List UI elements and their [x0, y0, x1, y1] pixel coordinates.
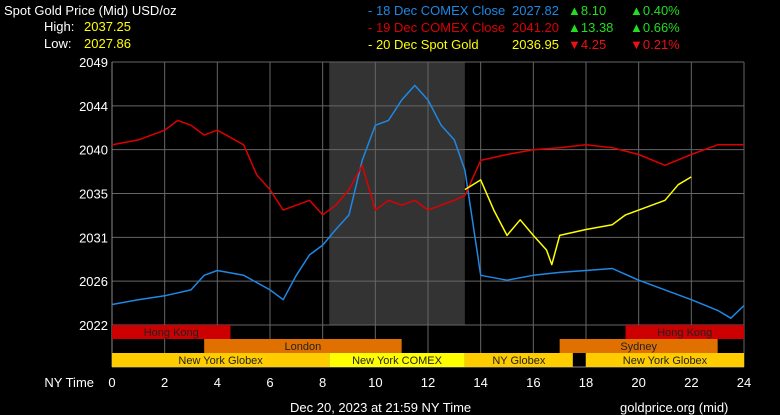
legend-price: 2027.82 — [512, 3, 559, 18]
x-tick-label: 2 — [161, 375, 168, 390]
x-tick-label: 4 — [214, 375, 221, 390]
x-tick-label: 12 — [421, 375, 435, 390]
session-bar — [559, 339, 718, 353]
legend-name: - 18 Dec COMEX Close — [368, 3, 506, 18]
y-tick-label: 2040 — [79, 143, 108, 158]
session-bar — [329, 353, 465, 367]
x-tick-label: 16 — [526, 375, 540, 390]
legend-price: 2041.20 — [512, 20, 559, 35]
x-tick-label: 20 — [631, 375, 645, 390]
session-bar — [464, 353, 573, 367]
x-tick-label: 22 — [684, 375, 698, 390]
footer-timestamp: Dec 20, 2023 at 21:59 NY Time — [290, 400, 472, 415]
y-tick-label: 2044 — [79, 99, 108, 114]
session-label: London — [285, 341, 322, 353]
session-label: New York COMEX — [352, 355, 443, 367]
y-tick-label: 2035 — [79, 187, 108, 202]
legend-name: - 20 Dec Spot Gold — [368, 37, 479, 52]
series-line — [111, 84, 745, 319]
session-label: NY Globex — [492, 355, 545, 367]
series-line — [111, 119, 744, 216]
legend-price: 2036.95 — [512, 37, 559, 52]
low-label: Low: — [44, 36, 72, 51]
x-tick-label: 6 — [266, 375, 273, 390]
low-value: 2027.86 — [84, 36, 131, 51]
high-value: 2037.25 — [84, 19, 131, 34]
x-tick-label: 24 — [737, 375, 751, 390]
legend-change: ▲8.10 — [568, 3, 607, 18]
x-tick-label: 10 — [368, 375, 382, 390]
session-label: New York Globex — [623, 355, 708, 367]
session-label: Sydney — [620, 341, 657, 353]
session-label: Hong Kong — [144, 327, 199, 339]
legend-change: ▼4.25 — [568, 37, 607, 52]
footer-source: goldprice.org (mid) — [620, 400, 729, 415]
session-bar — [586, 353, 744, 367]
x-tick-label: 0 — [108, 375, 115, 390]
chart-title: Spot Gold Price (Mid) USD/oz — [4, 3, 177, 18]
y-tick-label: 2031 — [79, 230, 108, 245]
session-label: Hong Kong — [657, 327, 712, 339]
legend-name: - 19 Dec COMEX Close — [368, 20, 506, 35]
series-line — [464, 176, 692, 266]
legend-change: ▲13.38 — [568, 20, 614, 35]
y-tick-label: 2049 — [79, 55, 108, 70]
legend-pct: ▲0.66% — [630, 20, 680, 35]
x-tick-label: 8 — [319, 375, 326, 390]
x-tick-label: 18 — [579, 375, 593, 390]
x-tick-label: 14 — [473, 375, 487, 390]
session-bar — [112, 353, 330, 367]
session-label: New York Globex — [178, 355, 263, 367]
session-bar — [112, 325, 231, 339]
y-tick-label: 2026 — [79, 274, 108, 289]
session-bar — [625, 325, 744, 339]
x-axis-label: NY Time — [44, 375, 94, 390]
session-bar — [204, 339, 402, 353]
y-tick-label: 2022 — [79, 318, 108, 333]
legend-pct: ▲0.40% — [630, 3, 680, 18]
legend-pct: ▼0.21% — [630, 37, 680, 52]
high-label: High: — [44, 19, 75, 34]
